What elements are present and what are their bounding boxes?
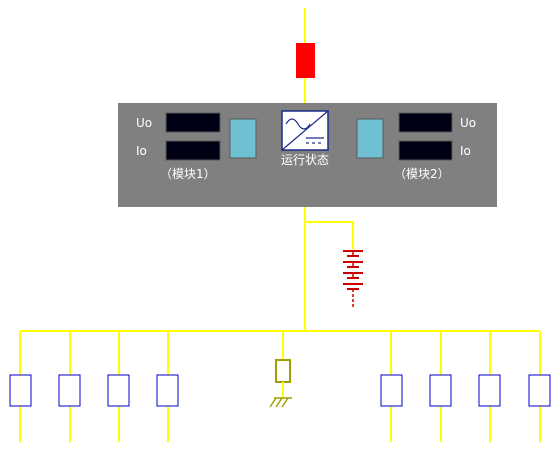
module2-uo-display (398, 112, 453, 133)
feeder-7 (478, 331, 501, 442)
status-label: 运行状态 (281, 153, 330, 167)
module1-uo-label: Uo (136, 116, 153, 130)
ground-branch (275, 331, 291, 398)
feeder-5 (380, 331, 403, 442)
module2-name: （模块2） (394, 167, 450, 181)
feeder-2 (58, 331, 81, 442)
ac-dc-converter-icon (281, 110, 329, 151)
module1-name: （模块1） (160, 167, 216, 181)
feeder-8 (528, 331, 551, 442)
module1-indicator (229, 118, 257, 159)
fuse-icon (296, 43, 315, 78)
module2-io-label: Io (460, 144, 471, 158)
battery-icon (343, 250, 363, 307)
feeder-4 (156, 331, 179, 442)
module1-uo-display (165, 112, 221, 133)
module1-io-display (165, 140, 221, 161)
ground-icon (269, 397, 292, 408)
module1-io-label: Io (136, 144, 147, 158)
module2-io-display (398, 140, 453, 161)
feeder-3 (107, 331, 130, 442)
module2-uo-label: Uo (460, 116, 477, 130)
feeder-1 (9, 331, 32, 442)
feeder-6 (429, 331, 452, 442)
module2-indicator (356, 118, 384, 159)
